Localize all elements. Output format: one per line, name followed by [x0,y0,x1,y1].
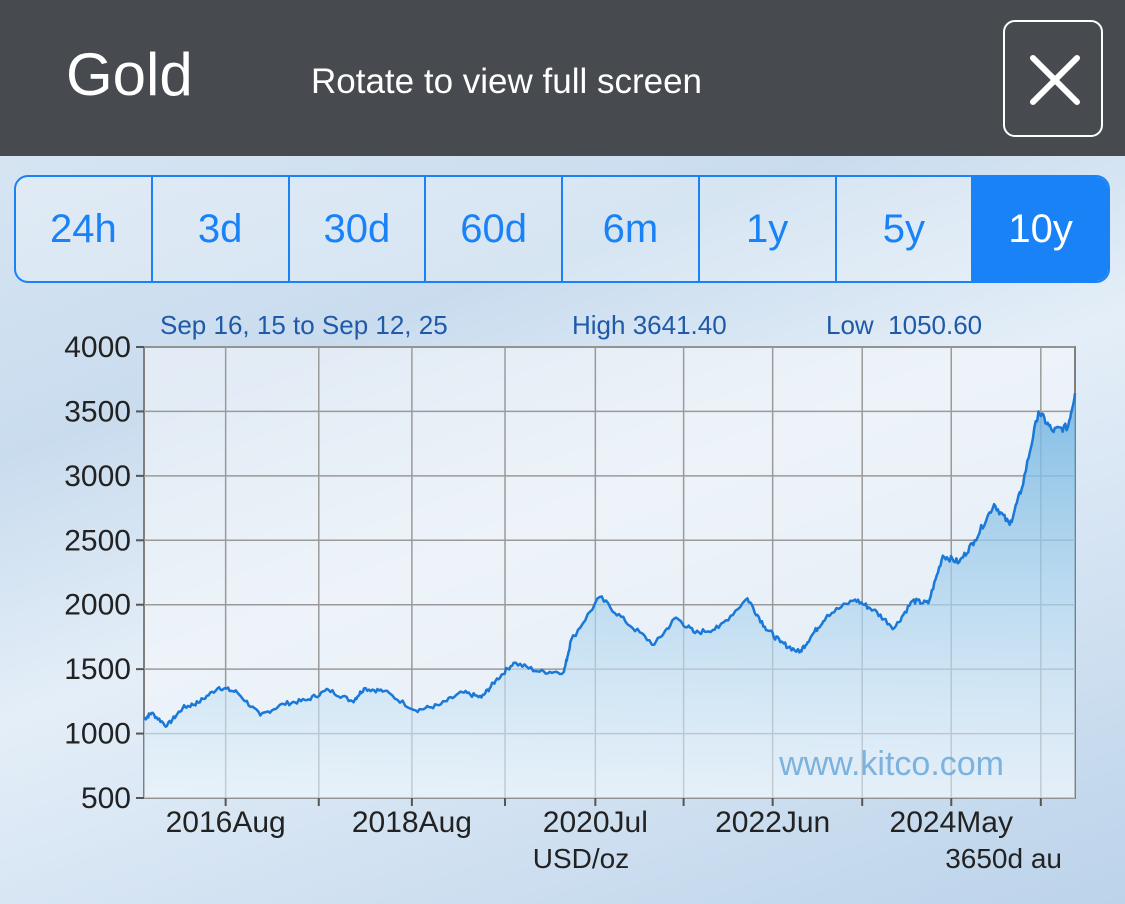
y-tick-label: 1500 [64,653,131,686]
range-button-24h[interactable]: 24h [16,177,153,281]
range-button-5y[interactable]: 5y [837,177,974,281]
range-button-10y[interactable]: 10y [973,177,1108,281]
range-button-3d[interactable]: 3d [153,177,290,281]
period-label: Sep 16, 15 to Sep 12, 25 [160,310,448,340]
range-button-6m[interactable]: 6m [563,177,700,281]
y-tick-label: 500 [81,782,131,815]
x-tick-label: 2024May [890,806,1013,839]
y-tick-label: 4000 [64,331,131,364]
range-button-1y[interactable]: 1y [700,177,837,281]
low-label: Low 1050.60 [826,310,982,340]
close-icon [1030,55,1080,105]
range-button-30d[interactable]: 30d [290,177,427,281]
close-button[interactable] [1003,20,1103,137]
y-tick-label: 2000 [64,589,131,622]
series-line [143,393,1077,728]
gold-price-chart: Sep 16, 15 to Sep 12, 25 High 3641.40 Lo… [64,310,1077,874]
top-bar: Gold Rotate to view full screen [0,0,1125,156]
rotate-hint: Rotate to view full screen [311,62,703,101]
footnote: 3650d au [945,843,1062,874]
range-button-60d[interactable]: 60d [426,177,563,281]
series-area [144,393,1075,798]
x-tick-label: 2016Aug [166,806,286,839]
high-label: High 3641.40 [572,310,727,340]
y-tick-label: 3500 [64,395,131,428]
x-tick-label: 2018Aug [352,806,472,839]
x-tick-label: 2020Jul [543,806,648,839]
x-tick-label: 2022Jun [715,806,830,839]
page-title: Gold [66,41,193,108]
y-tick-label: 1000 [64,718,131,751]
watermark: www.kitco.com [778,745,1004,783]
x-axis-label: USD/oz [533,843,629,874]
y-tick-label: 3000 [64,460,131,493]
range-selector: 24h 3d 30d 60d 6m 1y 5y 10y [14,175,1110,283]
y-tick-label: 2500 [64,524,131,557]
